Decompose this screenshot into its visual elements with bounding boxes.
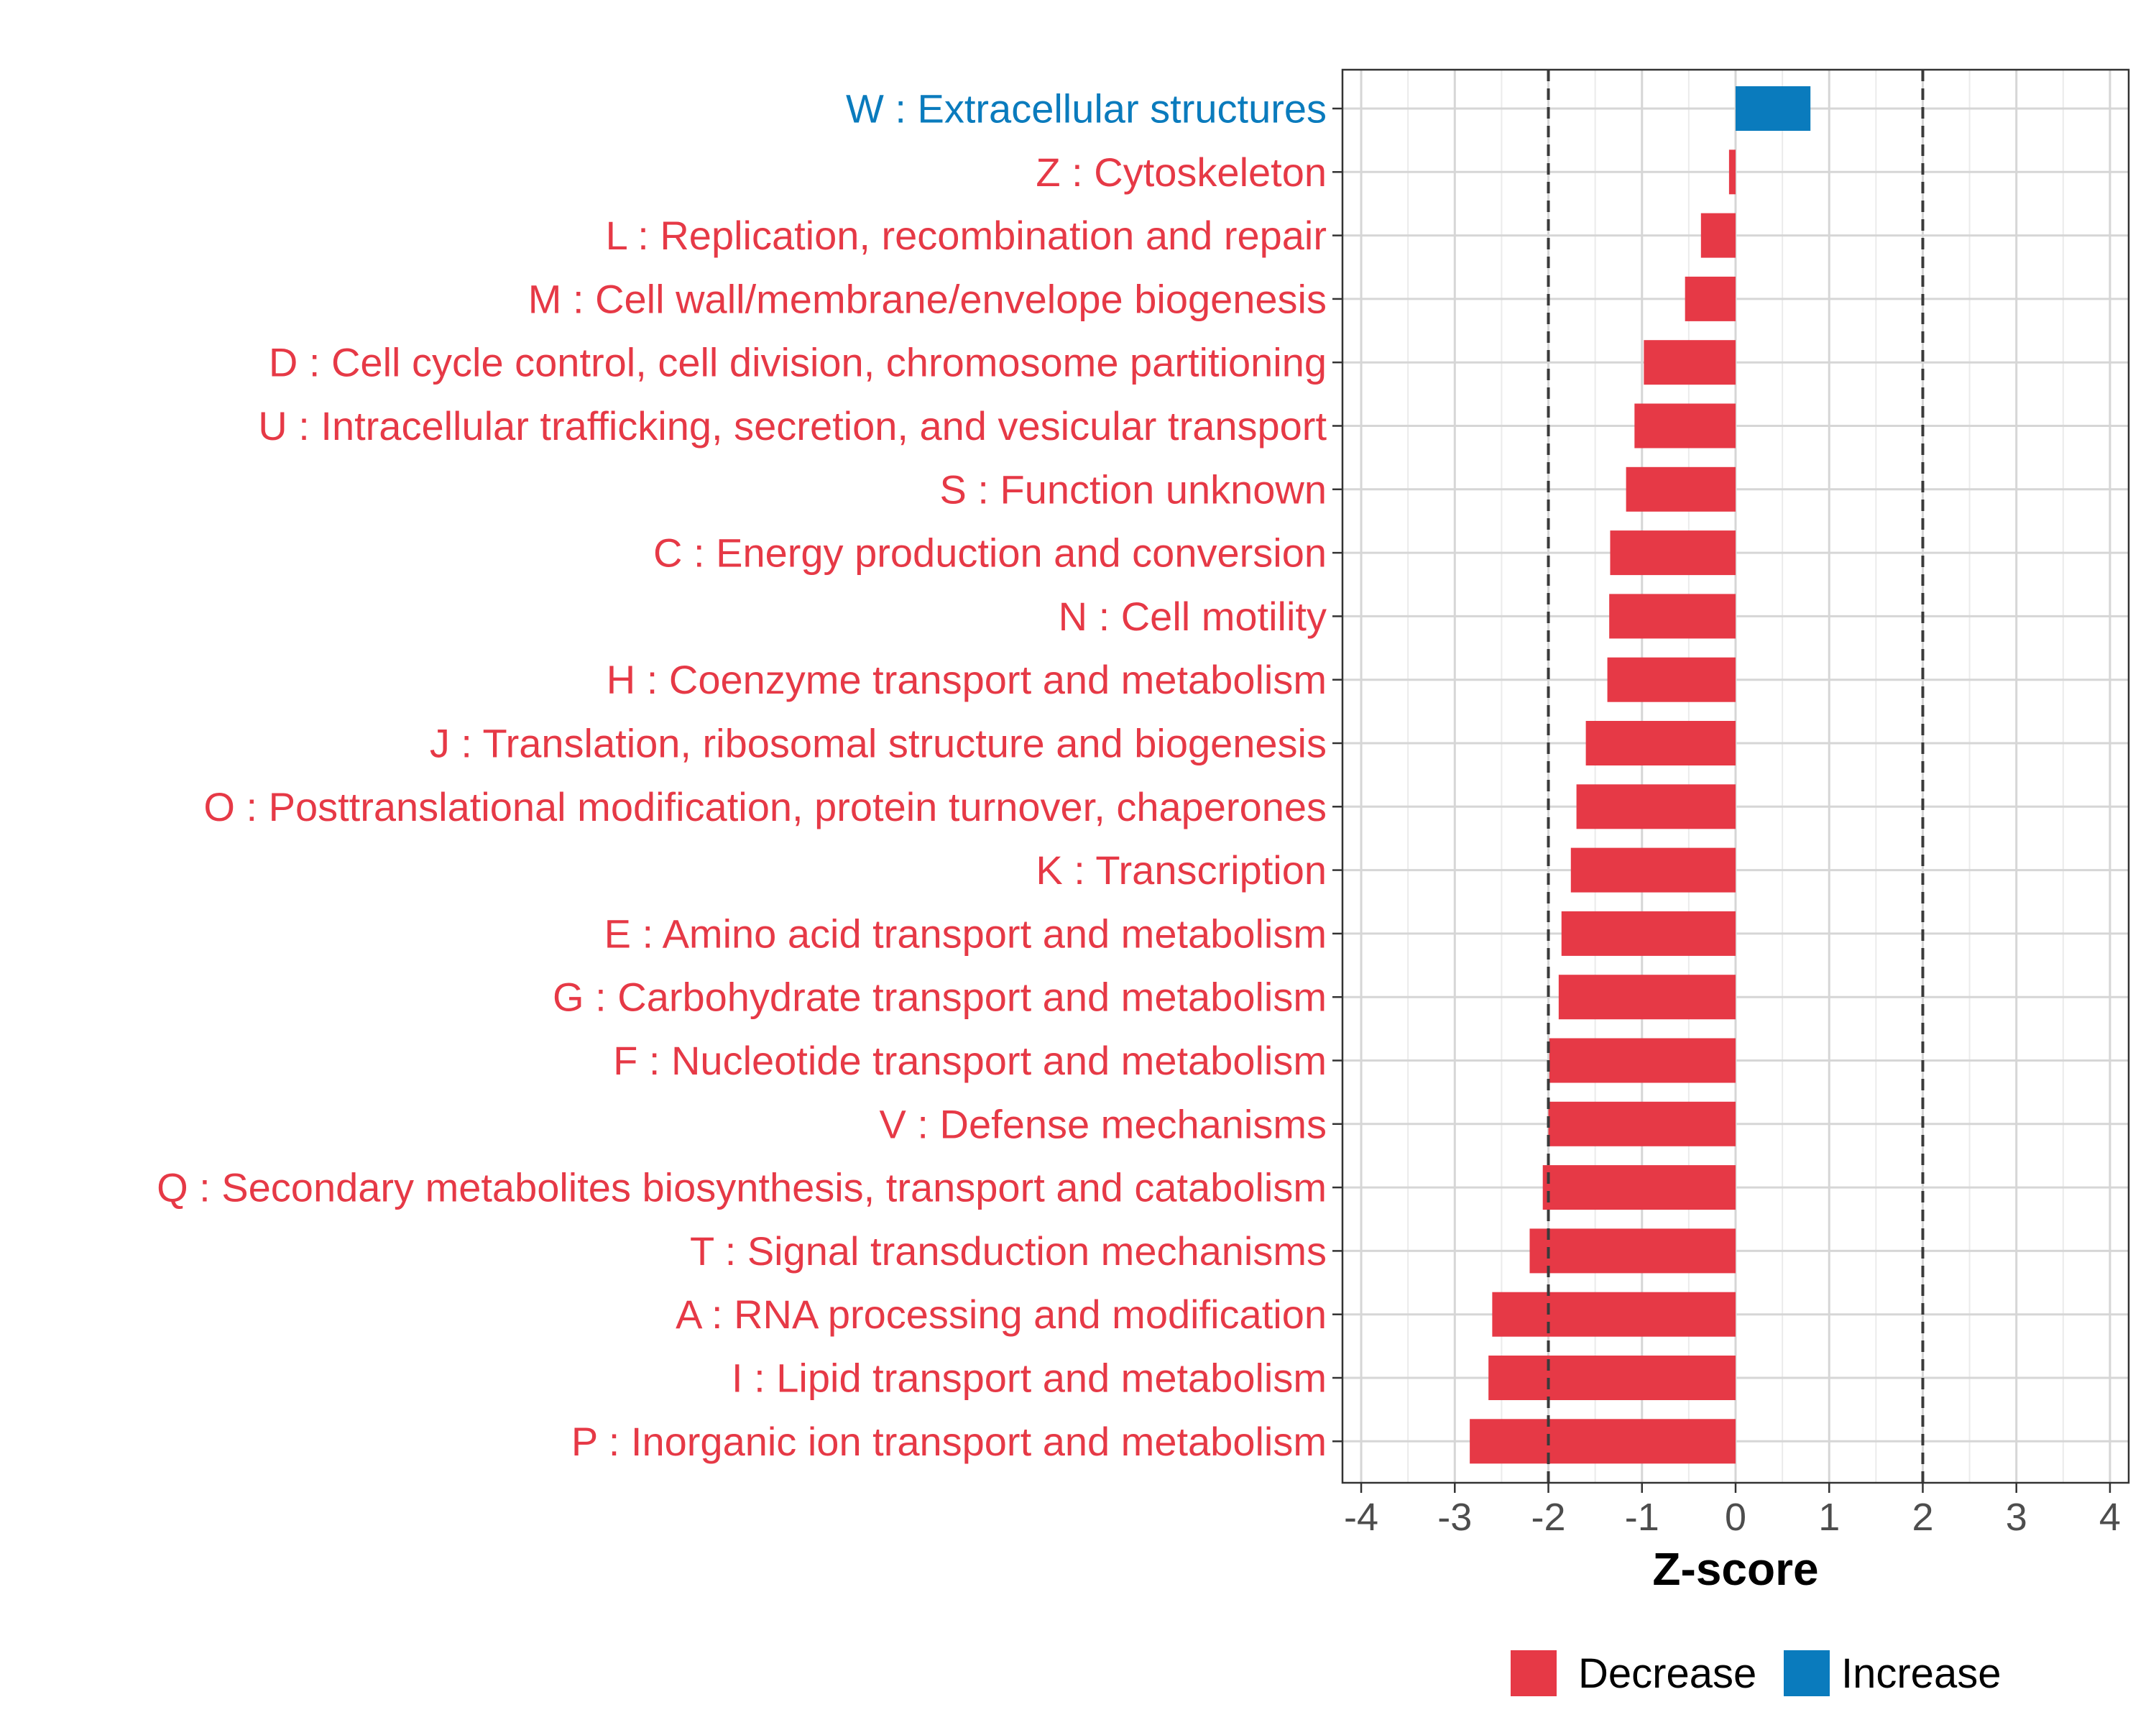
category-label: Q : Secondary metabolites biosynthesis, … [157, 1165, 1327, 1210]
bar [1492, 1292, 1736, 1337]
category-labels: W : Extracellular structures Z : Cytoskel… [157, 86, 1342, 1464]
x-tick-label: 2 [1912, 1496, 1933, 1539]
x-axis-title: Z-score [1652, 1543, 1818, 1595]
category-label: W : Extracellular structures [846, 86, 1327, 132]
legend: Decrease Increase [1511, 1650, 2001, 1697]
category-label: T : Signal transduction mechanisms [690, 1228, 1327, 1274]
category-label: E : Amino acid transport and metabolism [604, 911, 1327, 956]
bar [1548, 1101, 1736, 1146]
x-tick-label: -4 [1344, 1496, 1378, 1539]
x-tick-label: 4 [2099, 1496, 2121, 1539]
x-tick-label: 1 [1818, 1496, 1840, 1539]
bars-layer [1470, 86, 1811, 1464]
bar [1570, 847, 1736, 893]
legend-label-decrease: Decrease [1578, 1650, 1756, 1697]
category-label: M : Cell wall/membrane/envelope biogenes… [528, 276, 1327, 321]
x-tick-label: -3 [1437, 1496, 1472, 1539]
category-label: Z : Cytoskeleton [1036, 150, 1327, 195]
bar [1607, 657, 1736, 702]
category-label: C : Energy production and conversion [653, 530, 1327, 576]
legend-label-increase: Increase [1841, 1650, 2001, 1697]
bar [1561, 911, 1736, 956]
category-label: S : Function unknown [939, 466, 1327, 512]
legend-swatch-decrease [1511, 1650, 1557, 1696]
category-label: N : Cell motility [1059, 594, 1327, 639]
category-label: A : RNA processing and modification [676, 1292, 1327, 1337]
reference-lines [1547, 70, 1925, 1483]
bar [1542, 1165, 1736, 1210]
bar [1626, 466, 1736, 512]
category-label: H : Coenzyme transport and metabolism [607, 657, 1327, 702]
bar [1685, 276, 1736, 321]
category-label: G : Carbohydrate transport and metabolis… [553, 975, 1327, 1020]
category-label: L : Replication, recombination and repai… [606, 213, 1327, 258]
bar [1609, 594, 1736, 639]
bar [1644, 340, 1736, 385]
category-label: O : Posttranslational modification, prot… [203, 784, 1327, 829]
bar [1585, 721, 1736, 765]
bar [1470, 1419, 1736, 1464]
bar [1700, 213, 1736, 258]
category-label: P : Inorganic ion transport and metaboli… [571, 1419, 1327, 1464]
legend-swatch-increase [1784, 1650, 1830, 1696]
category-label: V : Defense mechanisms [880, 1101, 1327, 1146]
bar [1488, 1356, 1736, 1400]
bar [1549, 1038, 1736, 1083]
x-tick-label: 3 [2006, 1496, 2027, 1539]
bar [1634, 403, 1736, 448]
bar [1728, 150, 1736, 195]
x-axis-ticks: -4 -3 -2 -1 0 1 2 3 4 [1344, 1483, 2121, 1539]
bar [1576, 784, 1736, 829]
x-tick-label: -1 [1625, 1496, 1659, 1539]
category-label: J : Translation, ribosomal structure and… [430, 721, 1327, 766]
x-tick-label: 0 [1725, 1496, 1746, 1539]
category-label: F : Nucleotide transport and metabolism [613, 1038, 1327, 1083]
x-tick-label: -2 [1531, 1496, 1566, 1539]
category-label: U : Intracellular trafficking, secretion… [258, 403, 1327, 448]
bar [1529, 1228, 1736, 1274]
category-label: K : Transcription [1036, 847, 1327, 893]
category-label: D : Cell cycle control, cell division, c… [269, 340, 1327, 385]
category-label: I : Lipid transport and metabolism [732, 1356, 1327, 1401]
bar [1558, 975, 1736, 1020]
bar [1610, 530, 1736, 576]
bar [1736, 86, 1811, 131]
